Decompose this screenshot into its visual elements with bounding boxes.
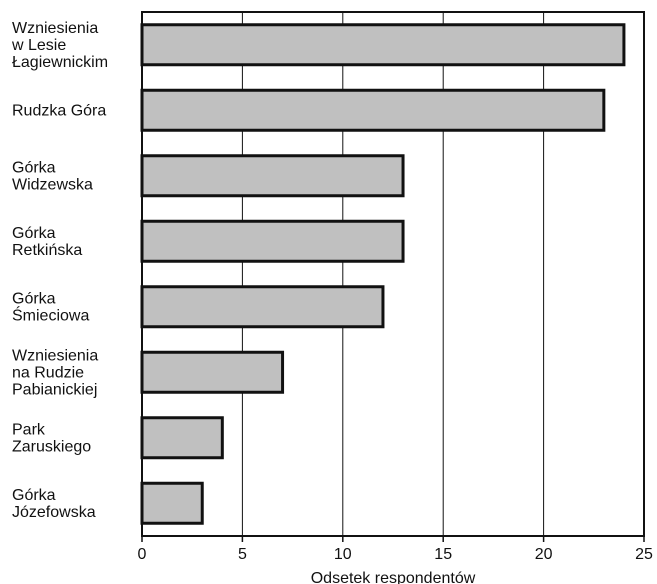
x-tick-label-5: 5 <box>238 546 247 563</box>
category-label-6: Park Zaruskiego <box>12 421 91 455</box>
category-label-7: Górka Józefowska <box>12 487 96 521</box>
category-label-line: Górka <box>12 159 56 176</box>
x-tick-label-20: 20 <box>535 546 553 563</box>
x-tick-labels: 0 5 10 15 20 25 <box>138 536 653 563</box>
bar-1 <box>140 88 606 132</box>
category-label-line: Pabianickiej <box>12 381 97 398</box>
plot-border <box>141 11 645 537</box>
x-axis-title: Odsetek respondentów <box>311 570 476 584</box>
category-label-line: na Rudzie <box>12 364 84 381</box>
bar-5 <box>140 350 285 394</box>
category-label-line: Górka <box>12 225 56 242</box>
bar-3 <box>140 219 405 263</box>
category-label-line: Śmieciowa <box>12 305 89 324</box>
category-label-line: Rudzka Góra <box>12 102 106 119</box>
category-label-3: Górka Retkińska <box>12 225 82 259</box>
category-label-line: Łagiewnickim <box>12 54 108 71</box>
category-label-line: Górka <box>12 487 56 504</box>
category-label-1: Rudzka Góra <box>12 102 106 119</box>
category-label-2: Górka Widzewska <box>12 159 93 193</box>
plot-frame <box>141 11 645 537</box>
category-label-line: w Lesie <box>11 37 66 54</box>
bar-0 <box>140 23 626 67</box>
bars <box>140 23 626 525</box>
category-label-line: Park <box>12 421 46 438</box>
category-label-line: Wzniesienia <box>12 347 98 364</box>
category-label-line: Widzewska <box>12 176 93 193</box>
bar-4 <box>140 285 385 329</box>
category-label-5: Wzniesienia na Rudzie Pabianickiej <box>12 347 98 398</box>
bar-2 <box>140 154 405 198</box>
category-label-line: Zaruskiego <box>12 438 91 455</box>
category-label-line: Górka <box>12 290 56 307</box>
category-label-4: Górka Śmieciowa <box>12 290 89 324</box>
bar-6 <box>140 416 224 460</box>
x-tick-label-15: 15 <box>434 546 452 563</box>
x-tick-label-25: 25 <box>635 546 653 563</box>
category-label-line: Retkińska <box>12 242 82 259</box>
bar-7 <box>140 481 204 525</box>
x-tick-label-10: 10 <box>334 546 352 563</box>
category-label-0: Wzniesienia w Lesie Łagiewnickim <box>11 20 108 71</box>
category-label-line: Józefowska <box>12 504 96 521</box>
category-label-line: Wzniesienia <box>12 20 98 37</box>
x-tick-label-0: 0 <box>138 546 147 563</box>
